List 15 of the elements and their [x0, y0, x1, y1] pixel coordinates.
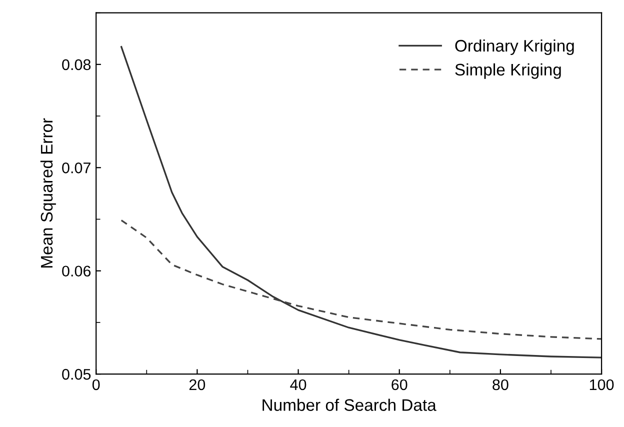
x-tick-label: 100: [590, 379, 614, 390]
y-tick-label: 0.05: [62, 368, 91, 380]
x-tick-label: 20: [189, 379, 206, 390]
x-axis-title: Number of Search Data: [262, 398, 436, 411]
line-series: [120, 219, 602, 340]
x-tick-label: 0: [92, 379, 100, 390]
legend-label: Ordinary Kriging: [455, 39, 574, 56]
x-tick-label: 60: [392, 379, 408, 390]
x-tick-label: 40: [290, 379, 306, 390]
x-tick-label: 80: [492, 379, 508, 390]
y-tick-label: 0.08: [62, 59, 91, 70]
y-tick-label: 0.07: [62, 162, 90, 174]
y-axis-title: Mean Squared Error: [40, 118, 56, 268]
y-tick-label: 0.06: [62, 266, 91, 277]
legend-label: Simple Kriging: [455, 63, 561, 79]
